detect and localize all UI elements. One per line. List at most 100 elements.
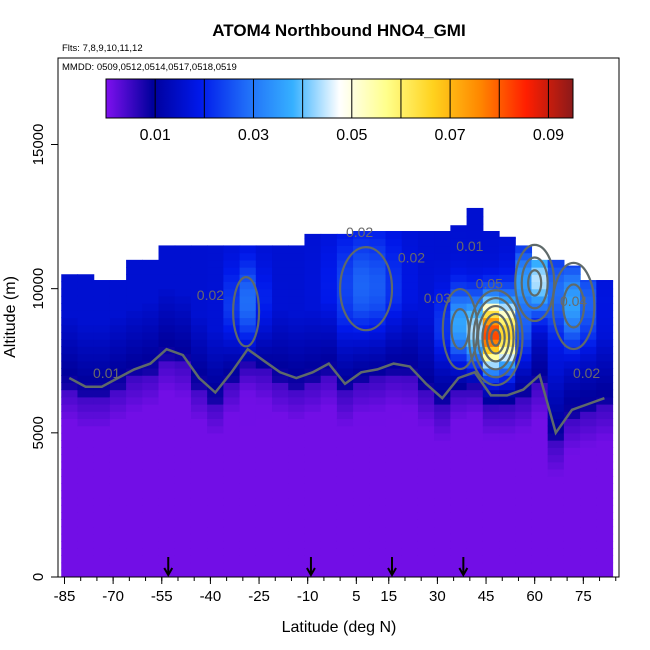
field-cell [158, 490, 176, 499]
field-cell [417, 454, 435, 463]
field-cell [563, 396, 581, 405]
field-cell [304, 454, 322, 463]
field-cell [320, 497, 338, 506]
field-cell [499, 440, 516, 448]
field-cell [434, 454, 451, 463]
field-cell [547, 555, 565, 564]
field-cell [515, 331, 533, 340]
field-cell [353, 447, 370, 456]
field-cell [255, 252, 273, 261]
field-cell [288, 418, 306, 427]
field-cell [385, 331, 403, 340]
field-cell [207, 447, 224, 456]
field-cell [580, 440, 597, 448]
field-cell [369, 245, 387, 254]
field-cell [515, 396, 533, 405]
field-cell [320, 540, 338, 549]
field-cell [417, 497, 435, 506]
field-cell [223, 569, 241, 577]
field-cell [580, 476, 597, 484]
field-cell [580, 533, 597, 542]
field-cell [158, 504, 176, 513]
field-cell [174, 533, 192, 542]
field-cell [320, 533, 338, 542]
field-cell [126, 339, 143, 347]
field-cell [353, 382, 370, 391]
contour-ring [472, 297, 520, 379]
field-cell [142, 440, 160, 448]
field-cell [450, 540, 468, 549]
field-cell [385, 259, 403, 268]
field-cell [515, 476, 533, 484]
field-cell [109, 512, 127, 520]
field-cell [288, 303, 306, 311]
field-cell [190, 468, 208, 477]
field-cell [174, 317, 192, 326]
field-cell [142, 418, 160, 427]
field-cell [482, 281, 500, 290]
field-cell [77, 497, 95, 506]
field-cell [353, 432, 370, 441]
field-cell [126, 396, 143, 405]
field-cell [320, 440, 338, 448]
field-cell [126, 274, 143, 283]
field-cell [61, 346, 79, 355]
field-cell [417, 519, 435, 528]
field-cell [450, 252, 468, 261]
field-cell [174, 281, 192, 290]
field-cell [580, 353, 597, 362]
field-cell [547, 540, 565, 549]
field-cell [336, 274, 354, 283]
field-cell [515, 274, 533, 283]
field-cell [142, 490, 160, 499]
field-cell [353, 303, 370, 311]
field-cell [369, 461, 387, 470]
field-cell [336, 425, 354, 434]
field-cell [596, 447, 614, 456]
field-cell [93, 540, 111, 549]
field-cell [353, 288, 370, 297]
field-cell [93, 440, 111, 448]
field-cell [255, 274, 273, 283]
field-cell [288, 353, 306, 362]
field-cell [142, 274, 160, 283]
field-cell [126, 382, 143, 391]
colorbar-ramp [105, 78, 574, 119]
field-cell [304, 512, 322, 520]
field-cell [93, 353, 111, 362]
field-cell [304, 267, 322, 275]
field-cell [255, 339, 273, 347]
field-cell [255, 360, 273, 369]
field-cell [158, 367, 176, 376]
field-cell [515, 504, 533, 513]
field-cell [109, 555, 127, 564]
field-cell [547, 404, 565, 412]
field-cell [190, 252, 208, 261]
field-cell [531, 490, 549, 499]
field-cell [190, 454, 208, 463]
field-cell [288, 461, 306, 470]
field-cell [288, 548, 306, 556]
field-cell [239, 259, 257, 268]
field-cell [466, 483, 484, 492]
field-cell [580, 324, 597, 333]
field-cell [580, 490, 597, 499]
field-cell [563, 562, 581, 571]
field-cell [336, 288, 354, 297]
field-cell [417, 569, 435, 577]
field-cell [174, 418, 192, 427]
field-cell [223, 483, 241, 492]
field-cell [563, 512, 581, 520]
field-cell [304, 259, 322, 268]
field-cell [190, 490, 208, 499]
field-cell [190, 533, 208, 542]
field-cell [239, 432, 257, 441]
field-cell [515, 425, 533, 434]
field-cell [401, 295, 419, 304]
field-cell [288, 468, 306, 477]
field-cell [93, 418, 111, 427]
field-cell [596, 468, 614, 477]
field-cell [499, 562, 516, 571]
field-cell [434, 259, 451, 268]
field-cell [142, 404, 160, 412]
